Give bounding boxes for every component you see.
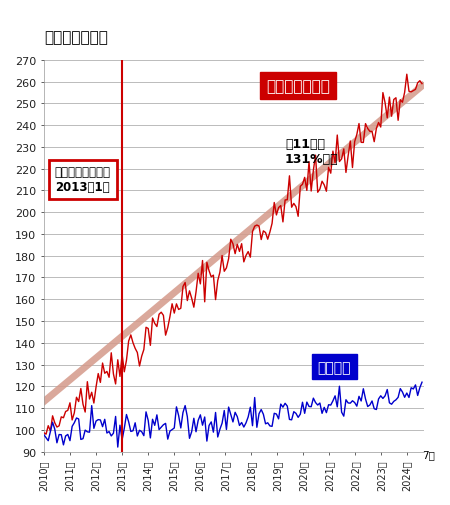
Text: 約11年で
131%上昇: 約11年で 131%上昇 [285, 138, 339, 166]
Text: 中古戸建: 中古戸建 [318, 360, 351, 374]
Text: 7月: 7月 [422, 449, 435, 460]
Text: 日銀金融緩和発表
2013年1月: 日銀金融緩和発表 2013年1月 [55, 166, 111, 194]
Text: 不動産価格指数: 不動産価格指数 [44, 30, 108, 45]
Text: 中古マンション: 中古マンション [266, 79, 330, 94]
